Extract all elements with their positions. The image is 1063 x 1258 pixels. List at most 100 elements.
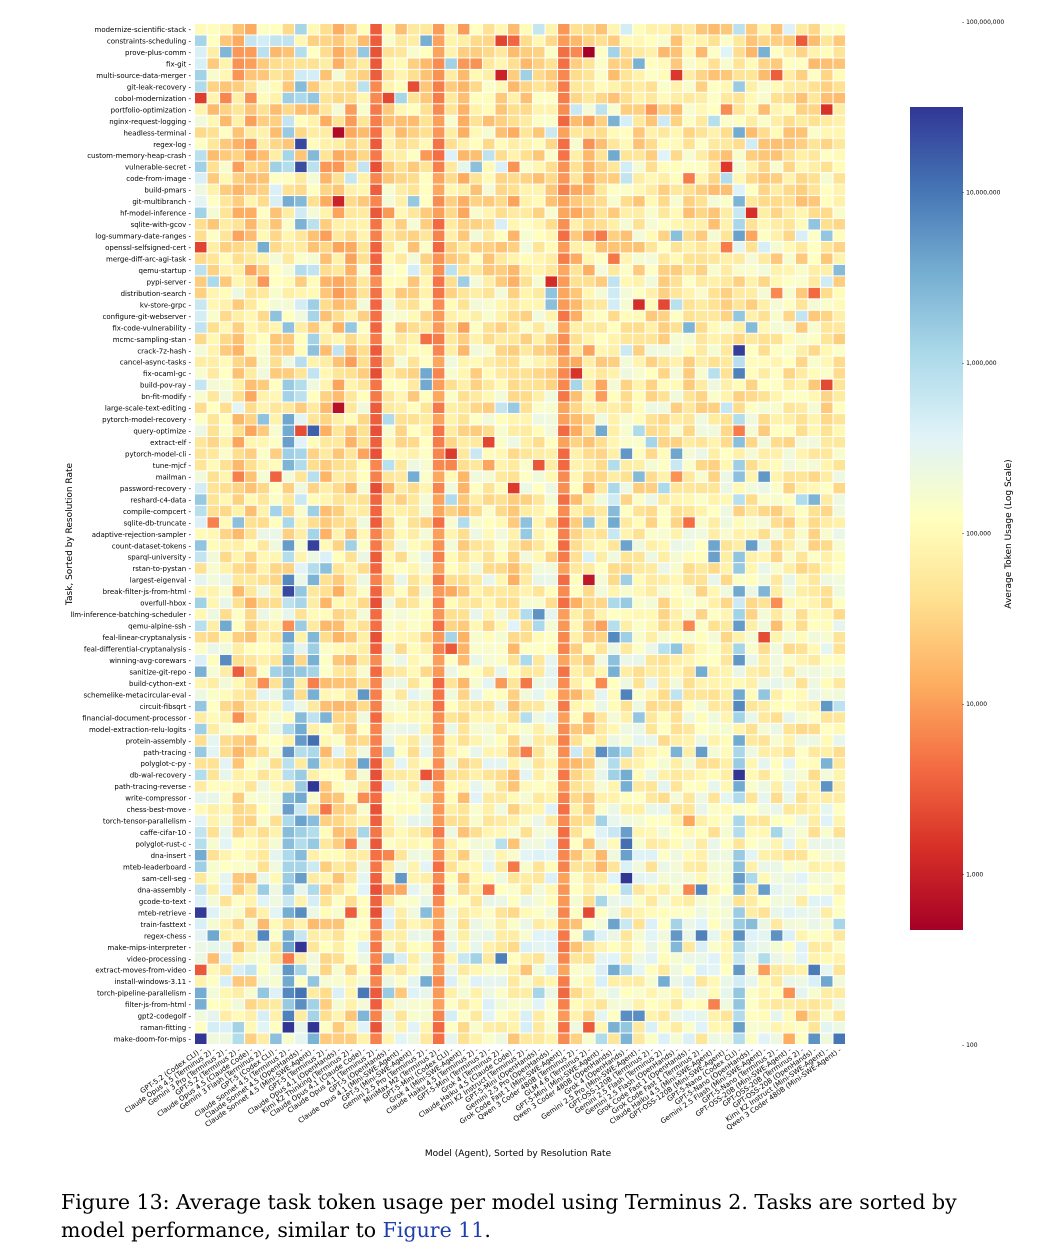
heatmap-cell: [595, 586, 608, 597]
heatmap-cell: [245, 368, 257, 379]
heatmap-cell: [783, 838, 795, 849]
heatmap-cell: [370, 230, 382, 241]
figure-11-link[interactable]: Figure 11: [382, 1218, 485, 1242]
heatmap-cell: [783, 964, 795, 976]
heatmap-cell: [783, 804, 795, 815]
heatmap-cell: [507, 677, 520, 689]
heatmap-cell: [495, 345, 507, 356]
heatmap-cell: [608, 276, 620, 287]
heatmap-cell: [357, 781, 370, 792]
heatmap-cell: [195, 368, 207, 379]
heatmap-cell: [658, 884, 670, 895]
heatmap-cell: [745, 196, 758, 207]
heatmap-cell: [245, 987, 257, 999]
heatmap-cell: [457, 253, 470, 264]
heatmap-cell: [808, 104, 820, 115]
heatmap-cell: [220, 391, 232, 402]
heatmap-cell: [533, 666, 545, 677]
heatmap-cell: [345, 827, 357, 838]
heatmap-cell: [420, 551, 432, 563]
heatmap-cell: [670, 299, 683, 310]
heatmap-cell: [420, 517, 432, 528]
heatmap-cell: [370, 253, 382, 264]
heatmap-cell: [307, 368, 320, 379]
heatmap-cell: [658, 35, 670, 46]
heatmap-cell: [720, 827, 733, 838]
heatmap-cell: [482, 632, 495, 643]
heatmap-cell: [395, 127, 407, 138]
heatmap-cell: [545, 276, 558, 287]
heatmap-cell: [658, 609, 670, 620]
heatmap-cell: [533, 907, 545, 918]
heatmap-cell: [195, 219, 207, 230]
heatmap-cell: [595, 127, 608, 138]
heatmap-cell: [195, 448, 207, 459]
heatmap-cell: [207, 287, 220, 299]
heatmap-cell: [295, 838, 307, 849]
heatmap-cell: [595, 1022, 608, 1033]
heatmap-cell: [307, 563, 320, 574]
heatmap-cell: [820, 1010, 833, 1022]
heatmap-cell: [758, 918, 770, 930]
heatmap-cell: [595, 333, 608, 345]
heatmap-cell: [307, 46, 320, 58]
heatmap-cell: [370, 241, 382, 253]
heatmap-cell: [207, 150, 220, 161]
heatmap-cell: [808, 219, 820, 230]
heatmap-cell: [395, 666, 407, 677]
heatmap-cell: [795, 849, 808, 861]
heatmap-cell: [457, 471, 470, 482]
heatmap-cell: [270, 505, 282, 517]
heatmap-cell: [820, 356, 833, 368]
heatmap-cell: [620, 104, 633, 115]
heatmap-cell: [295, 356, 307, 368]
heatmap-cell: [545, 953, 558, 964]
heatmap-cell: [720, 781, 733, 792]
heatmap-cell: [445, 58, 457, 69]
heatmap-cell: [282, 769, 295, 781]
heatmap-cell: [720, 58, 733, 69]
heatmap-cell: [282, 494, 295, 505]
heatmap-cell: [533, 92, 545, 104]
heatmap-cell: [833, 735, 845, 746]
y-tick-label: torch-tensor-parallelism -: [103, 818, 192, 826]
heatmap-cell: [432, 632, 445, 643]
heatmap-cell: [357, 758, 370, 769]
heatmap-cell: [407, 482, 420, 494]
heatmap-cell: [357, 69, 370, 81]
heatmap-cell: [195, 127, 207, 138]
heatmap-cell: [645, 482, 658, 494]
heatmap-cell: [407, 1022, 420, 1033]
heatmap-cell: [457, 735, 470, 746]
heatmap-cell: [633, 815, 645, 827]
heatmap-cell: [507, 597, 520, 609]
heatmap-cell: [395, 849, 407, 861]
heatmap-cell: [470, 804, 482, 815]
heatmap-cell: [520, 46, 533, 58]
heatmap-cell: [733, 35, 745, 46]
heatmap-cell: [495, 574, 507, 586]
heatmap-cell: [420, 804, 432, 815]
heatmap-cell: [470, 310, 482, 322]
heatmap-cell: [583, 609, 595, 620]
heatmap-cell: [445, 976, 457, 987]
heatmap-cell: [220, 253, 232, 264]
heatmap-cell: [720, 104, 733, 115]
heatmap-cell: [270, 964, 282, 976]
heatmap-cell: [432, 471, 445, 482]
heatmap-cell: [545, 712, 558, 723]
heatmap-cell: [420, 230, 432, 241]
heatmap-cell: [282, 287, 295, 299]
y-tick-label: sqlite-db-truncate -: [124, 519, 192, 527]
heatmap-cell: [270, 930, 282, 941]
heatmap-cell: [445, 620, 457, 632]
heatmap-cell: [245, 104, 257, 115]
heatmap-cell: [245, 781, 257, 792]
heatmap-cell: [620, 253, 633, 264]
heatmap-cell: [720, 24, 733, 35]
heatmap-cell: [633, 849, 645, 861]
heatmap-cell: [745, 402, 758, 414]
heatmap-cell: [683, 264, 695, 276]
heatmap-cell: [558, 1033, 570, 1044]
y-tick-label: fix-ocaml-gc -: [143, 370, 191, 378]
